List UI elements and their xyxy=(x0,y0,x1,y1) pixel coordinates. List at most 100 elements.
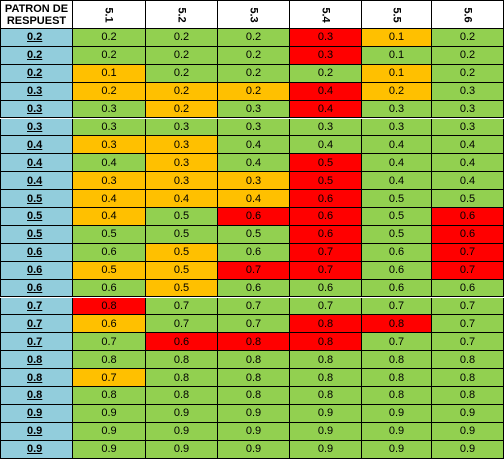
value-cell[interactable]: 0.3 xyxy=(146,172,218,191)
value-cell[interactable]: 0.4 xyxy=(73,190,146,208)
value-cell[interactable]: 0.8 xyxy=(432,369,504,387)
value-cell[interactable]: 0.7 xyxy=(146,297,218,316)
value-cell[interactable]: 0.2 xyxy=(73,46,146,65)
value-cell[interactable]: 0.8 xyxy=(290,387,362,405)
value-cell[interactable]: 0.6 xyxy=(362,261,432,280)
value-cell[interactable]: 0.9 xyxy=(362,404,432,423)
value-cell[interactable]: 0.7 xyxy=(218,261,290,280)
value-cell[interactable]: 0.5 xyxy=(290,154,362,173)
value-cell[interactable]: 0.7 xyxy=(432,243,504,262)
row-key-cell[interactable]: 0.4 xyxy=(0,154,73,173)
value-cell[interactable]: 0.5 xyxy=(146,261,218,280)
value-cell[interactable]: 0.7 xyxy=(73,369,146,387)
value-cell[interactable]: 0.8 xyxy=(362,369,432,387)
value-cell[interactable]: 0.4 xyxy=(73,208,146,226)
value-cell[interactable]: 0.9 xyxy=(290,422,362,441)
value-cell[interactable]: 0.8 xyxy=(73,351,146,370)
value-cell[interactable]: 0.5 xyxy=(362,208,432,226)
row-key-cell[interactable]: 0.4 xyxy=(0,172,73,191)
value-cell[interactable]: 0.6 xyxy=(290,225,362,244)
value-cell[interactable]: 0.5 xyxy=(432,190,504,208)
value-cell[interactable]: 0.5 xyxy=(362,190,432,208)
value-cell[interactable]: 0.8 xyxy=(218,351,290,370)
value-cell[interactable]: 0.8 xyxy=(290,315,362,334)
value-cell[interactable]: 0.6 xyxy=(218,243,290,262)
value-cell[interactable]: 0.8 xyxy=(146,387,218,405)
value-cell[interactable]: 0.6 xyxy=(146,333,218,352)
value-cell[interactable]: 0.2 xyxy=(432,29,504,47)
value-cell[interactable]: 0.8 xyxy=(73,297,146,316)
row-key-cell[interactable]: 0.8 xyxy=(0,369,73,387)
value-cell[interactable]: 0.7 xyxy=(146,315,218,334)
value-cell[interactable]: 0.4 xyxy=(432,172,504,191)
value-cell[interactable]: 0.9 xyxy=(73,404,146,423)
value-cell[interactable]: 0.3 xyxy=(73,100,146,119)
value-cell[interactable]: 0.6 xyxy=(362,279,432,298)
value-cell[interactable]: 0.9 xyxy=(432,404,504,423)
value-cell[interactable]: 0.8 xyxy=(362,351,432,370)
value-cell[interactable]: 0.7 xyxy=(218,315,290,334)
value-cell[interactable]: 0.3 xyxy=(146,136,218,155)
value-cell[interactable]: 0.2 xyxy=(146,82,218,101)
value-cell[interactable]: 0.9 xyxy=(290,440,362,459)
value-cell[interactable]: 0.6 xyxy=(218,279,290,298)
value-cell[interactable]: 0.8 xyxy=(146,369,218,387)
row-key-cell[interactable]: 0.9 xyxy=(0,404,73,423)
value-cell[interactable]: 0.9 xyxy=(362,440,432,459)
value-cell[interactable]: 0.2 xyxy=(218,46,290,65)
header-col-5-3[interactable]: 5.3 xyxy=(218,0,290,29)
value-cell[interactable]: 0.3 xyxy=(362,100,432,119)
value-cell[interactable]: 0.7 xyxy=(290,297,362,316)
row-key-cell[interactable]: 0.7 xyxy=(0,333,73,352)
value-cell[interactable]: 0.3 xyxy=(146,154,218,173)
value-cell[interactable]: 0.3 xyxy=(218,118,290,137)
value-cell[interactable]: 0.4 xyxy=(362,136,432,155)
value-cell[interactable]: 0.2 xyxy=(146,64,218,83)
value-cell[interactable]: 0.1 xyxy=(73,64,146,83)
row-key-cell[interactable]: 0.2 xyxy=(0,29,73,47)
value-cell[interactable]: 0.3 xyxy=(362,118,432,137)
value-cell[interactable]: 0.2 xyxy=(146,100,218,119)
value-cell[interactable]: 0.5 xyxy=(146,243,218,262)
value-cell[interactable]: 0.5 xyxy=(362,225,432,244)
value-cell[interactable]: 0.4 xyxy=(290,136,362,155)
value-cell[interactable]: 0.3 xyxy=(73,172,146,191)
value-cell[interactable]: 0.9 xyxy=(432,440,504,459)
value-cell[interactable]: 0.4 xyxy=(432,136,504,155)
row-key-cell[interactable]: 0.7 xyxy=(0,297,73,316)
value-cell[interactable]: 0.2 xyxy=(146,46,218,65)
row-key-cell[interactable]: 0.3 xyxy=(0,82,73,101)
row-key-cell[interactable]: 0.5 xyxy=(0,190,73,208)
row-key-cell[interactable]: 0.6 xyxy=(0,261,73,280)
value-cell[interactable]: 0.7 xyxy=(362,333,432,352)
row-key-cell[interactable]: 0.3 xyxy=(0,100,73,119)
value-cell[interactable]: 0.2 xyxy=(73,29,146,47)
value-cell[interactable]: 0.5 xyxy=(146,279,218,298)
value-cell[interactable]: 0.8 xyxy=(146,351,218,370)
value-cell[interactable]: 0.9 xyxy=(146,422,218,441)
value-cell[interactable]: 0.7 xyxy=(432,333,504,352)
row-key-cell[interactable]: 0.9 xyxy=(0,422,73,441)
header-col-5-2[interactable]: 5.2 xyxy=(146,0,218,29)
value-cell[interactable]: 0.6 xyxy=(218,208,290,226)
value-cell[interactable]: 0.2 xyxy=(432,46,504,65)
value-cell[interactable]: 0.3 xyxy=(290,118,362,137)
row-key-cell[interactable]: 0.6 xyxy=(0,243,73,262)
row-key-cell[interactable]: 0.6 xyxy=(0,279,73,298)
value-cell[interactable]: 0.8 xyxy=(218,369,290,387)
value-cell[interactable]: 0.3 xyxy=(432,118,504,137)
row-key-cell[interactable]: 0.5 xyxy=(0,225,73,244)
value-cell[interactable]: 0.9 xyxy=(218,404,290,423)
value-cell[interactable]: 0.7 xyxy=(290,261,362,280)
value-cell[interactable]: 0.7 xyxy=(432,297,504,316)
value-cell[interactable]: 0.6 xyxy=(290,279,362,298)
value-cell[interactable]: 0.3 xyxy=(290,29,362,47)
value-cell[interactable]: 0.1 xyxy=(362,46,432,65)
value-cell[interactable]: 0.4 xyxy=(218,136,290,155)
header-col-5-6[interactable]: 5.6 xyxy=(432,0,504,29)
value-cell[interactable]: 0.9 xyxy=(218,422,290,441)
value-cell[interactable]: 0.7 xyxy=(432,315,504,334)
value-cell[interactable]: 0.4 xyxy=(290,82,362,101)
value-cell[interactable]: 0.2 xyxy=(218,29,290,47)
value-cell[interactable]: 0.7 xyxy=(218,297,290,316)
